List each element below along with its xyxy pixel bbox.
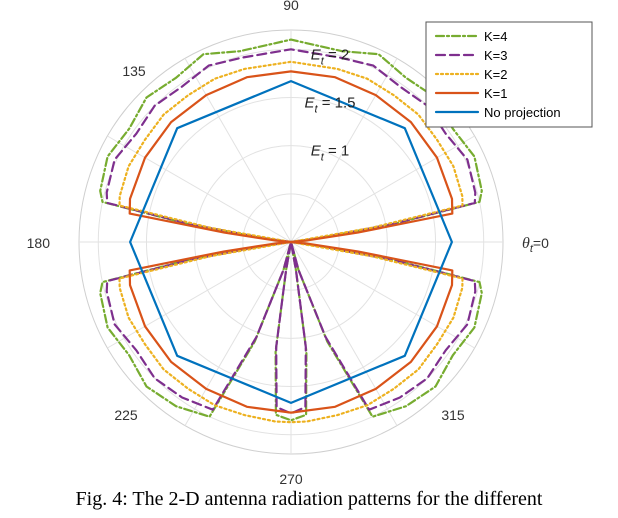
series-line-no-projection bbox=[129, 80, 453, 404]
angle-tick-0: θt=0 bbox=[522, 235, 549, 255]
angle-tick-135: 135 bbox=[122, 63, 146, 79]
angle-tick-225: 225 bbox=[114, 407, 138, 423]
angle-tick-180: 180 bbox=[27, 235, 51, 251]
grid-spoke bbox=[290, 135, 475, 243]
legend-entry-label: K=2 bbox=[484, 67, 508, 82]
radial-label: Et = 2 bbox=[311, 46, 350, 67]
angle-tick-315: 315 bbox=[441, 407, 465, 423]
grid-spoke bbox=[290, 241, 475, 349]
radial-label: Et = 1 bbox=[311, 143, 350, 164]
legend-entry-label: K=1 bbox=[484, 86, 508, 101]
polar-grid bbox=[78, 29, 504, 455]
grid-spoke bbox=[290, 241, 398, 426]
legend-entry-label: K=4 bbox=[484, 29, 508, 44]
series-lines bbox=[99, 38, 483, 424]
grid-spoke bbox=[290, 58, 398, 243]
legend-entry-label: No projection bbox=[484, 105, 561, 120]
series-line-k-4 bbox=[99, 38, 483, 422]
angle-tick-90: 90 bbox=[283, 0, 299, 13]
legend: K=4 K=3 K=2 K=1 No projection bbox=[425, 21, 593, 128]
grid-spoke bbox=[184, 58, 292, 243]
legend-entry-label: K=3 bbox=[484, 48, 508, 63]
grid-spoke bbox=[107, 241, 292, 349]
grid-spoke bbox=[107, 135, 292, 243]
figure-caption: Fig. 4: The 2-D antenna radiation patter… bbox=[75, 488, 543, 510]
angle-tick-labels: 90 135 180 225 270 315 θt=0 bbox=[27, 0, 549, 487]
series-line-k-1 bbox=[128, 70, 454, 414]
radial-labels: Et = 1 Et = 1.5 Et = 2 bbox=[304, 46, 355, 163]
series-line-k-3 bbox=[105, 48, 477, 415]
angle-tick-270: 270 bbox=[279, 471, 303, 487]
radial-label: Et = 1.5 bbox=[304, 94, 355, 115]
grid-spoke bbox=[184, 241, 292, 426]
series-line-k-2 bbox=[118, 60, 464, 424]
